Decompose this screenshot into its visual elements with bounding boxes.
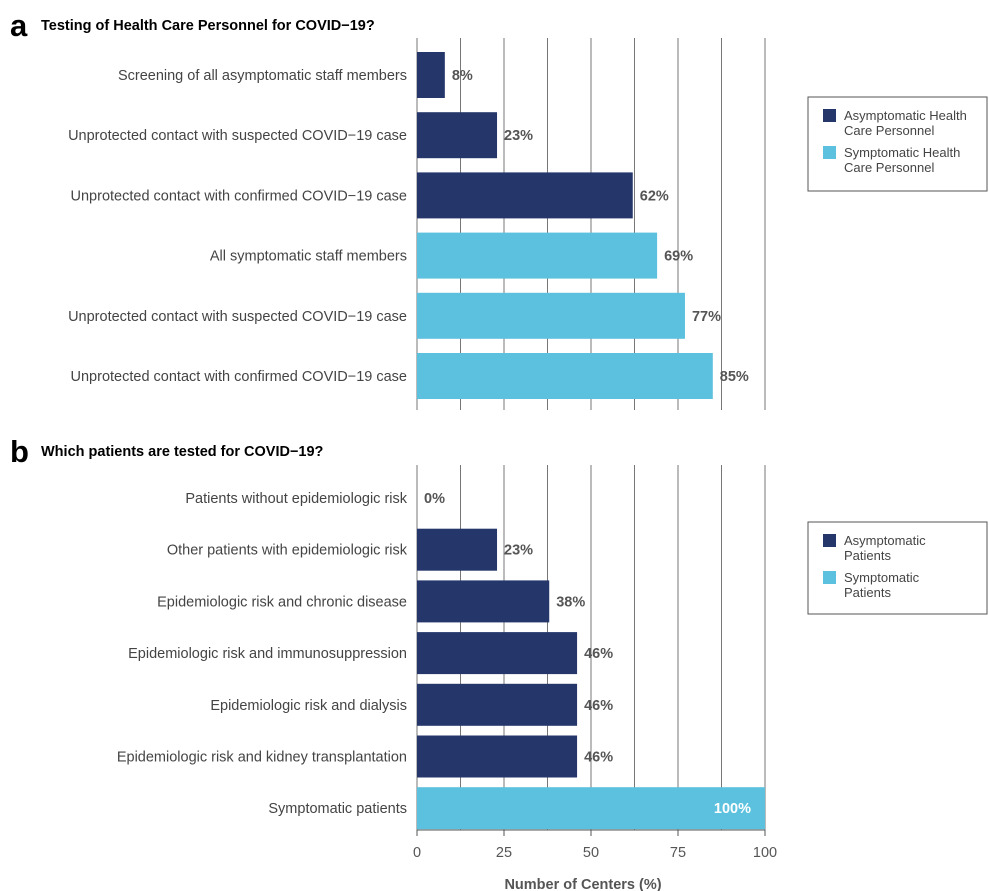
bars <box>417 528 765 830</box>
legend-swatch <box>823 571 836 584</box>
x-tick-label: 25 <box>496 845 512 861</box>
value-label: 85% <box>720 369 749 385</box>
bar <box>417 787 765 830</box>
category-label: Epidemiologic risk and chronic disease <box>157 594 407 610</box>
bar <box>417 735 578 778</box>
value-label: 62% <box>640 188 669 204</box>
category-label: Patients without epidemiologic risk <box>185 491 407 507</box>
panel-a: a Testing of Health Care Personnel for CO… <box>10 8 988 410</box>
value-label: 46% <box>584 646 613 662</box>
legend-label: Care Personnel <box>844 160 934 175</box>
category-label: Symptomatic patients <box>268 801 407 817</box>
bar <box>417 683 578 726</box>
x-tick-label: 50 <box>583 845 599 861</box>
bar <box>417 112 498 159</box>
value-label: 0% <box>424 491 445 507</box>
legend-label: Patients <box>844 585 891 600</box>
category-label: Unprotected contact with suspected COVID… <box>68 128 407 144</box>
value-label: 46% <box>584 698 613 714</box>
legend-label: Care Personnel <box>844 123 934 138</box>
bar <box>417 353 713 399</box>
legend-box <box>807 96 988 192</box>
value-label: 38% <box>556 594 585 610</box>
category-label: Unprotected contact with confirmed COVID… <box>71 369 407 385</box>
x-tick-label: 75 <box>670 845 686 861</box>
value-label: 77% <box>692 309 721 325</box>
legend-label: Patients <box>844 548 891 563</box>
legend-swatch <box>823 534 836 547</box>
bar <box>417 232 658 279</box>
category-label: Other patients with epidemiologic risk <box>167 543 408 559</box>
category-label: Epidemiologic risk and dialysis <box>210 698 407 714</box>
category-label: Epidemiologic risk and immunosuppression <box>128 646 407 662</box>
value-label: 8% <box>452 68 473 84</box>
bar <box>417 580 550 623</box>
legend-swatch <box>823 109 836 122</box>
category-label: Unprotected contact with suspected COVID… <box>68 309 407 325</box>
legend-box <box>807 521 988 615</box>
legend-label: Asymptomatic <box>844 533 926 548</box>
bar <box>417 172 633 219</box>
bar <box>417 528 498 571</box>
value-label: 100% <box>714 801 751 817</box>
x-axis: 0 25 50 75 100 Number of Centers (%) <box>413 829 777 891</box>
bar <box>417 632 578 675</box>
bar <box>417 52 445 98</box>
panel-letter: b <box>10 434 29 469</box>
x-tick-label: 100 <box>753 845 777 861</box>
panel-letter: a <box>10 8 28 43</box>
x-axis-title: Number of Centers (%) <box>504 877 661 891</box>
legend-label: Symptomatic Health <box>844 145 960 160</box>
legend-swatch <box>823 146 836 159</box>
category-label: All symptomatic staff members <box>210 249 407 265</box>
bars <box>417 52 713 399</box>
legend-label: Symptomatic <box>844 570 920 585</box>
bar <box>417 292 685 339</box>
panel-b: b Which patients are tested for COVID−19?… <box>10 434 988 891</box>
value-label: 69% <box>664 249 693 265</box>
x-tick-label: 0 <box>413 845 421 861</box>
legend-label: Asymptomatic Health <box>844 108 967 123</box>
category-label: Epidemiologic risk and kidney transplant… <box>117 750 407 766</box>
value-label: 46% <box>584 750 613 766</box>
category-label: Screening of all asymptomatic staff memb… <box>118 68 407 84</box>
panel-title: Testing of Health Care Personnel for COV… <box>41 18 375 34</box>
panel-title: Which patients are tested for COVID−19? <box>41 444 324 460</box>
gridlines <box>416 38 766 410</box>
value-label: 23% <box>504 543 533 559</box>
value-label: 23% <box>504 128 533 144</box>
category-label: Unprotected contact with confirmed COVID… <box>71 188 407 204</box>
